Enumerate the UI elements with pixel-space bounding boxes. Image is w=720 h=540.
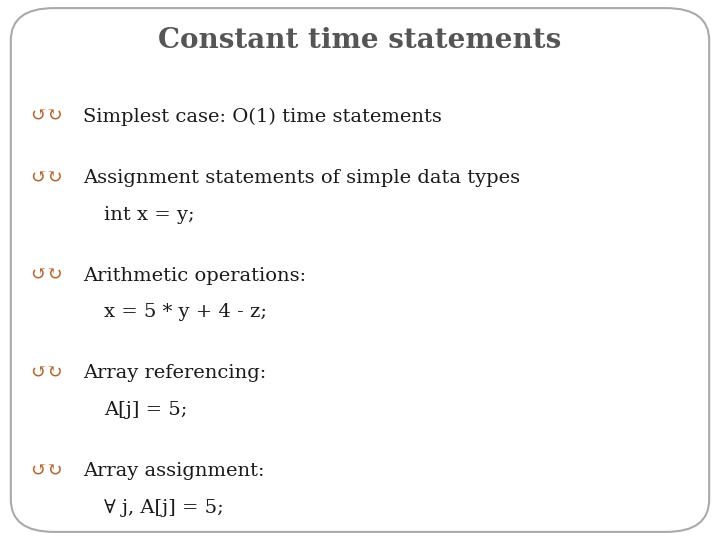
Text: ↺↻: ↺↻ bbox=[30, 108, 63, 126]
Text: Constant time statements: Constant time statements bbox=[158, 27, 562, 54]
FancyBboxPatch shape bbox=[11, 8, 709, 532]
Text: Array referencing:: Array referencing: bbox=[83, 364, 266, 382]
Text: ∀ j, A[j] = 5;: ∀ j, A[j] = 5; bbox=[104, 499, 224, 517]
Text: ↺↻: ↺↻ bbox=[30, 462, 63, 480]
Text: ↺↻: ↺↻ bbox=[30, 169, 63, 187]
Text: Assignment statements of simple data types: Assignment statements of simple data typ… bbox=[83, 169, 520, 187]
Text: ↺↻: ↺↻ bbox=[30, 267, 63, 285]
Text: x = 5 * y + 4 - z;: x = 5 * y + 4 - z; bbox=[104, 303, 267, 321]
Text: A[j] = 5;: A[j] = 5; bbox=[104, 401, 188, 419]
Text: Simplest case: O(1) time statements: Simplest case: O(1) time statements bbox=[83, 108, 441, 126]
Text: int x = y;: int x = y; bbox=[104, 206, 195, 224]
Text: Array assignment:: Array assignment: bbox=[83, 462, 264, 480]
Text: Arithmetic operations:: Arithmetic operations: bbox=[83, 267, 306, 285]
Text: ↺↻: ↺↻ bbox=[30, 364, 63, 382]
